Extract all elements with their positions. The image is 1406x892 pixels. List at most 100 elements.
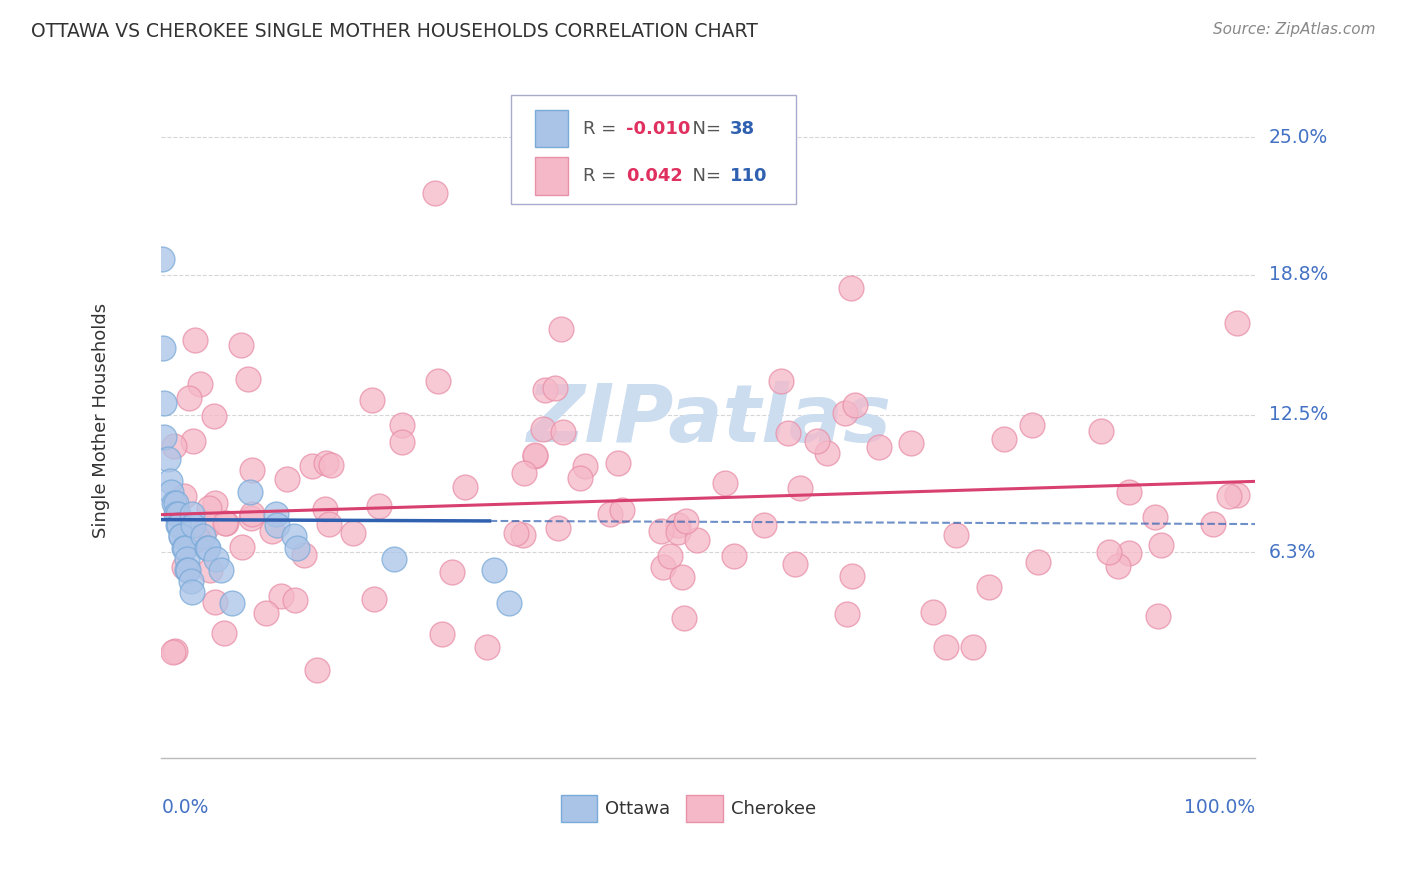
Point [270, 589, 292, 603]
Point [184, 333, 207, 347]
Point [152, 341, 174, 355]
Point [167, 518, 190, 533]
Point [174, 541, 197, 555]
Point [231, 540, 253, 554]
Point [498, 596, 520, 610]
Point [166, 508, 188, 522]
Point [292, 548, 315, 562]
Text: Single Mother Households: Single Mother Households [91, 302, 110, 538]
Point [550, 321, 572, 335]
Point [165, 508, 187, 522]
Point [264, 508, 287, 522]
Point [524, 450, 547, 464]
Point [900, 435, 922, 450]
Point [197, 500, 219, 515]
Point [671, 570, 693, 584]
Point [839, 281, 862, 295]
Text: 110: 110 [730, 167, 768, 185]
Point [599, 508, 621, 522]
Point [173, 541, 195, 555]
Text: 25.0%: 25.0% [1268, 128, 1327, 147]
Text: 0.042: 0.042 [626, 167, 683, 185]
Point [165, 496, 187, 510]
Point [427, 374, 450, 388]
Point [254, 606, 277, 620]
Point [423, 186, 446, 200]
Text: Source: ZipAtlas.com: Source: ZipAtlas.com [1212, 22, 1375, 37]
Point [284, 592, 307, 607]
FancyBboxPatch shape [512, 95, 796, 203]
Text: R =: R = [582, 120, 621, 137]
Point [666, 525, 689, 540]
Point [283, 529, 305, 543]
Point [534, 383, 557, 397]
Point [166, 518, 188, 533]
Point [868, 440, 890, 454]
Point [360, 393, 382, 408]
Point [977, 581, 1000, 595]
Point [187, 533, 209, 547]
Point [574, 458, 596, 473]
Point [1147, 608, 1170, 623]
Point [285, 541, 308, 555]
Point [440, 565, 463, 579]
Text: -0.010: -0.010 [626, 120, 690, 137]
Point [382, 551, 405, 566]
Point [1150, 538, 1173, 552]
Point [841, 569, 863, 583]
Point [266, 518, 288, 533]
Point [315, 457, 337, 471]
Point [752, 518, 775, 533]
Point [482, 563, 505, 577]
Text: N=: N= [681, 120, 727, 137]
Point [921, 605, 943, 619]
Point [430, 627, 453, 641]
Point [512, 466, 534, 480]
Point [650, 524, 672, 538]
Point [215, 516, 238, 531]
Point [547, 521, 569, 535]
Point [204, 496, 226, 510]
Point [276, 472, 298, 486]
Point [844, 398, 866, 412]
Point [1118, 546, 1140, 560]
Point [180, 585, 202, 599]
Text: 12.5%: 12.5% [1268, 405, 1327, 424]
Point [531, 422, 554, 436]
Point [770, 374, 793, 388]
Point [170, 529, 193, 543]
Point [1098, 544, 1121, 558]
Point [1226, 488, 1249, 502]
Point [1107, 559, 1129, 574]
Text: Cherokee: Cherokee [731, 800, 817, 818]
Point [181, 434, 204, 449]
Point [239, 511, 262, 525]
Point [1021, 417, 1043, 432]
Point [815, 446, 838, 460]
Point [512, 528, 534, 542]
Point [569, 470, 592, 484]
Text: R =: R = [582, 167, 621, 185]
Point [239, 485, 262, 500]
FancyBboxPatch shape [561, 796, 596, 822]
Text: 18.8%: 18.8% [1268, 265, 1327, 285]
Point [935, 640, 957, 655]
FancyBboxPatch shape [686, 796, 723, 822]
Point [229, 338, 252, 352]
Point [212, 626, 235, 640]
Point [159, 474, 181, 488]
Point [606, 456, 628, 470]
Point [1202, 517, 1225, 532]
Point [240, 507, 263, 521]
Point [723, 549, 745, 564]
Point [159, 485, 181, 500]
Point [363, 592, 385, 607]
Point [163, 496, 186, 510]
Point [962, 640, 984, 655]
Point [675, 514, 697, 528]
Point [1026, 555, 1049, 569]
Point [658, 549, 681, 563]
Point [165, 643, 187, 657]
Point [170, 529, 193, 543]
Point [183, 518, 205, 533]
